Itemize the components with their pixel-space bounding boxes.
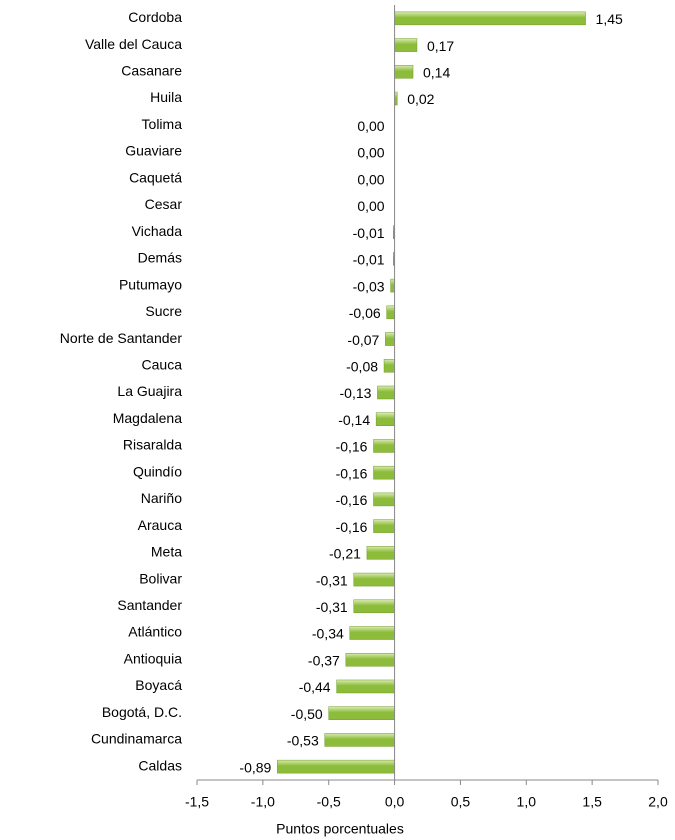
value-label: 0,00 [357,171,384,187]
y-tick-label: Caldas [138,757,182,773]
value-label: -0,03 [353,278,385,294]
bar [366,546,395,560]
bar [353,599,395,614]
y-tick-label: Caquetá [129,169,182,185]
bar [377,385,395,400]
value-label: -0,08 [346,358,378,374]
value-label: -0,89 [239,759,271,775]
x-tick-label: 2,0 [648,794,668,810]
value-label: 0,00 [357,198,384,214]
y-tick-label: Putumayo [119,276,182,292]
y-tick-label: Boyacá [135,677,182,693]
y-tick-label: Cauca [142,356,183,372]
y-tick-label: Sucre [145,303,182,319]
x-axis-title: Puntos porcentuales [276,821,404,837]
y-tick-label: Meta [151,544,182,560]
value-label: -0,50 [291,706,323,722]
y-tick-label: Vichada [132,223,183,239]
value-label: -0,37 [308,652,340,668]
x-tick-label: 0,0 [385,794,405,810]
y-tick-label: Bolivar [139,570,182,586]
value-label: -0,13 [340,385,372,401]
value-label: 0,02 [407,91,434,107]
bar [386,305,395,320]
y-tick-label: Cundinamarca [91,731,182,747]
y-tick-label: Quindío [133,463,182,479]
value-label: -0,16 [336,439,368,455]
x-tick-label: -0,5 [317,794,341,810]
y-tick-label: Magdalena [113,410,182,426]
y-tick-label: Tolima [142,116,183,132]
y-tick-label: Cordoba [128,9,182,25]
value-label: -0,14 [338,412,370,428]
value-label: -0,53 [287,733,319,749]
bar [373,492,395,507]
value-label: 1,45 [596,11,623,27]
bar [394,65,414,79]
y-tick-label: Guaviare [125,143,182,159]
bar [328,706,395,720]
bar [394,11,586,26]
bar [349,626,395,640]
bar [336,679,395,694]
bar [324,733,395,747]
y-tick-label: Risaralda [123,437,182,453]
value-label: -0,34 [312,626,344,642]
value-label: -0,16 [336,492,368,508]
value-label: -0,16 [336,465,368,481]
bar [375,412,395,426]
y-tick-label: Huila [150,89,182,105]
y-tick-label: La Guajira [117,383,182,399]
bar [277,759,395,774]
y-tick-label: Nariño [141,490,182,506]
y-tick-label: Valle del Cauca [85,36,182,52]
y-tick-label: Norte de Santander [60,330,183,346]
value-label: -0,01 [353,225,385,241]
value-label: 0,00 [357,118,384,134]
x-tick-label: 0,5 [451,794,471,810]
y-tick-label: Arauca [138,517,183,533]
bar [373,465,395,480]
value-label: 0,14 [423,65,450,81]
bar [373,439,395,453]
y-tick-label: Santander [117,597,182,613]
y-tick-label: Antioquia [124,650,183,666]
value-label: -0,16 [336,519,368,535]
bar [345,652,395,667]
value-label: 0,17 [427,38,454,54]
y-tick-label: Bogotá, D.C. [102,704,182,720]
bar [385,332,395,346]
value-label: -0,31 [316,572,348,588]
x-tick-label: -1,5 [185,794,209,810]
value-label: -0,01 [353,252,385,268]
x-tick-label: -1,0 [251,794,275,810]
bar [353,572,395,587]
bar [390,278,395,293]
y-tick-label: Demás [138,250,182,266]
y-tick-label: Atlántico [128,624,182,640]
bar [394,38,418,52]
value-label: -0,44 [299,679,331,695]
value-label: -0,31 [316,599,348,615]
bar [383,359,395,373]
x-tick-label: 1,5 [582,794,602,810]
bar [373,519,395,533]
y-tick-label: Cesar [145,196,183,212]
value-label: -0,07 [347,332,379,348]
value-label: -0,06 [349,305,381,321]
x-tick-label: 1,0 [517,794,537,810]
value-label: -0,21 [329,546,361,562]
value-label: 0,00 [357,145,384,161]
y-tick-label: Casanare [121,63,182,79]
